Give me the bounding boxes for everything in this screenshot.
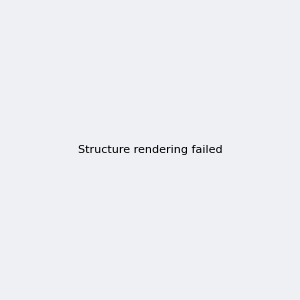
Text: Structure rendering failed: Structure rendering failed bbox=[78, 145, 222, 155]
